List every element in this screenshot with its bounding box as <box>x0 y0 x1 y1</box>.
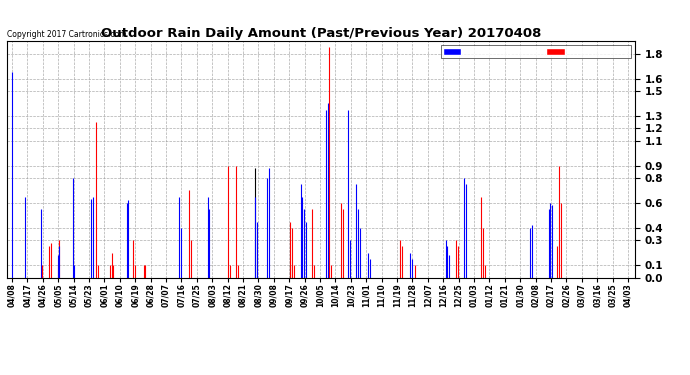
Title: Outdoor Rain Daily Amount (Past/Previous Year) 20170408: Outdoor Rain Daily Amount (Past/Previous… <box>101 27 541 40</box>
Text: Copyright 2017 Cartronics.com: Copyright 2017 Cartronics.com <box>7 30 126 39</box>
Legend: Previous (Inches), Past (Inches): Previous (Inches), Past (Inches) <box>442 45 631 58</box>
